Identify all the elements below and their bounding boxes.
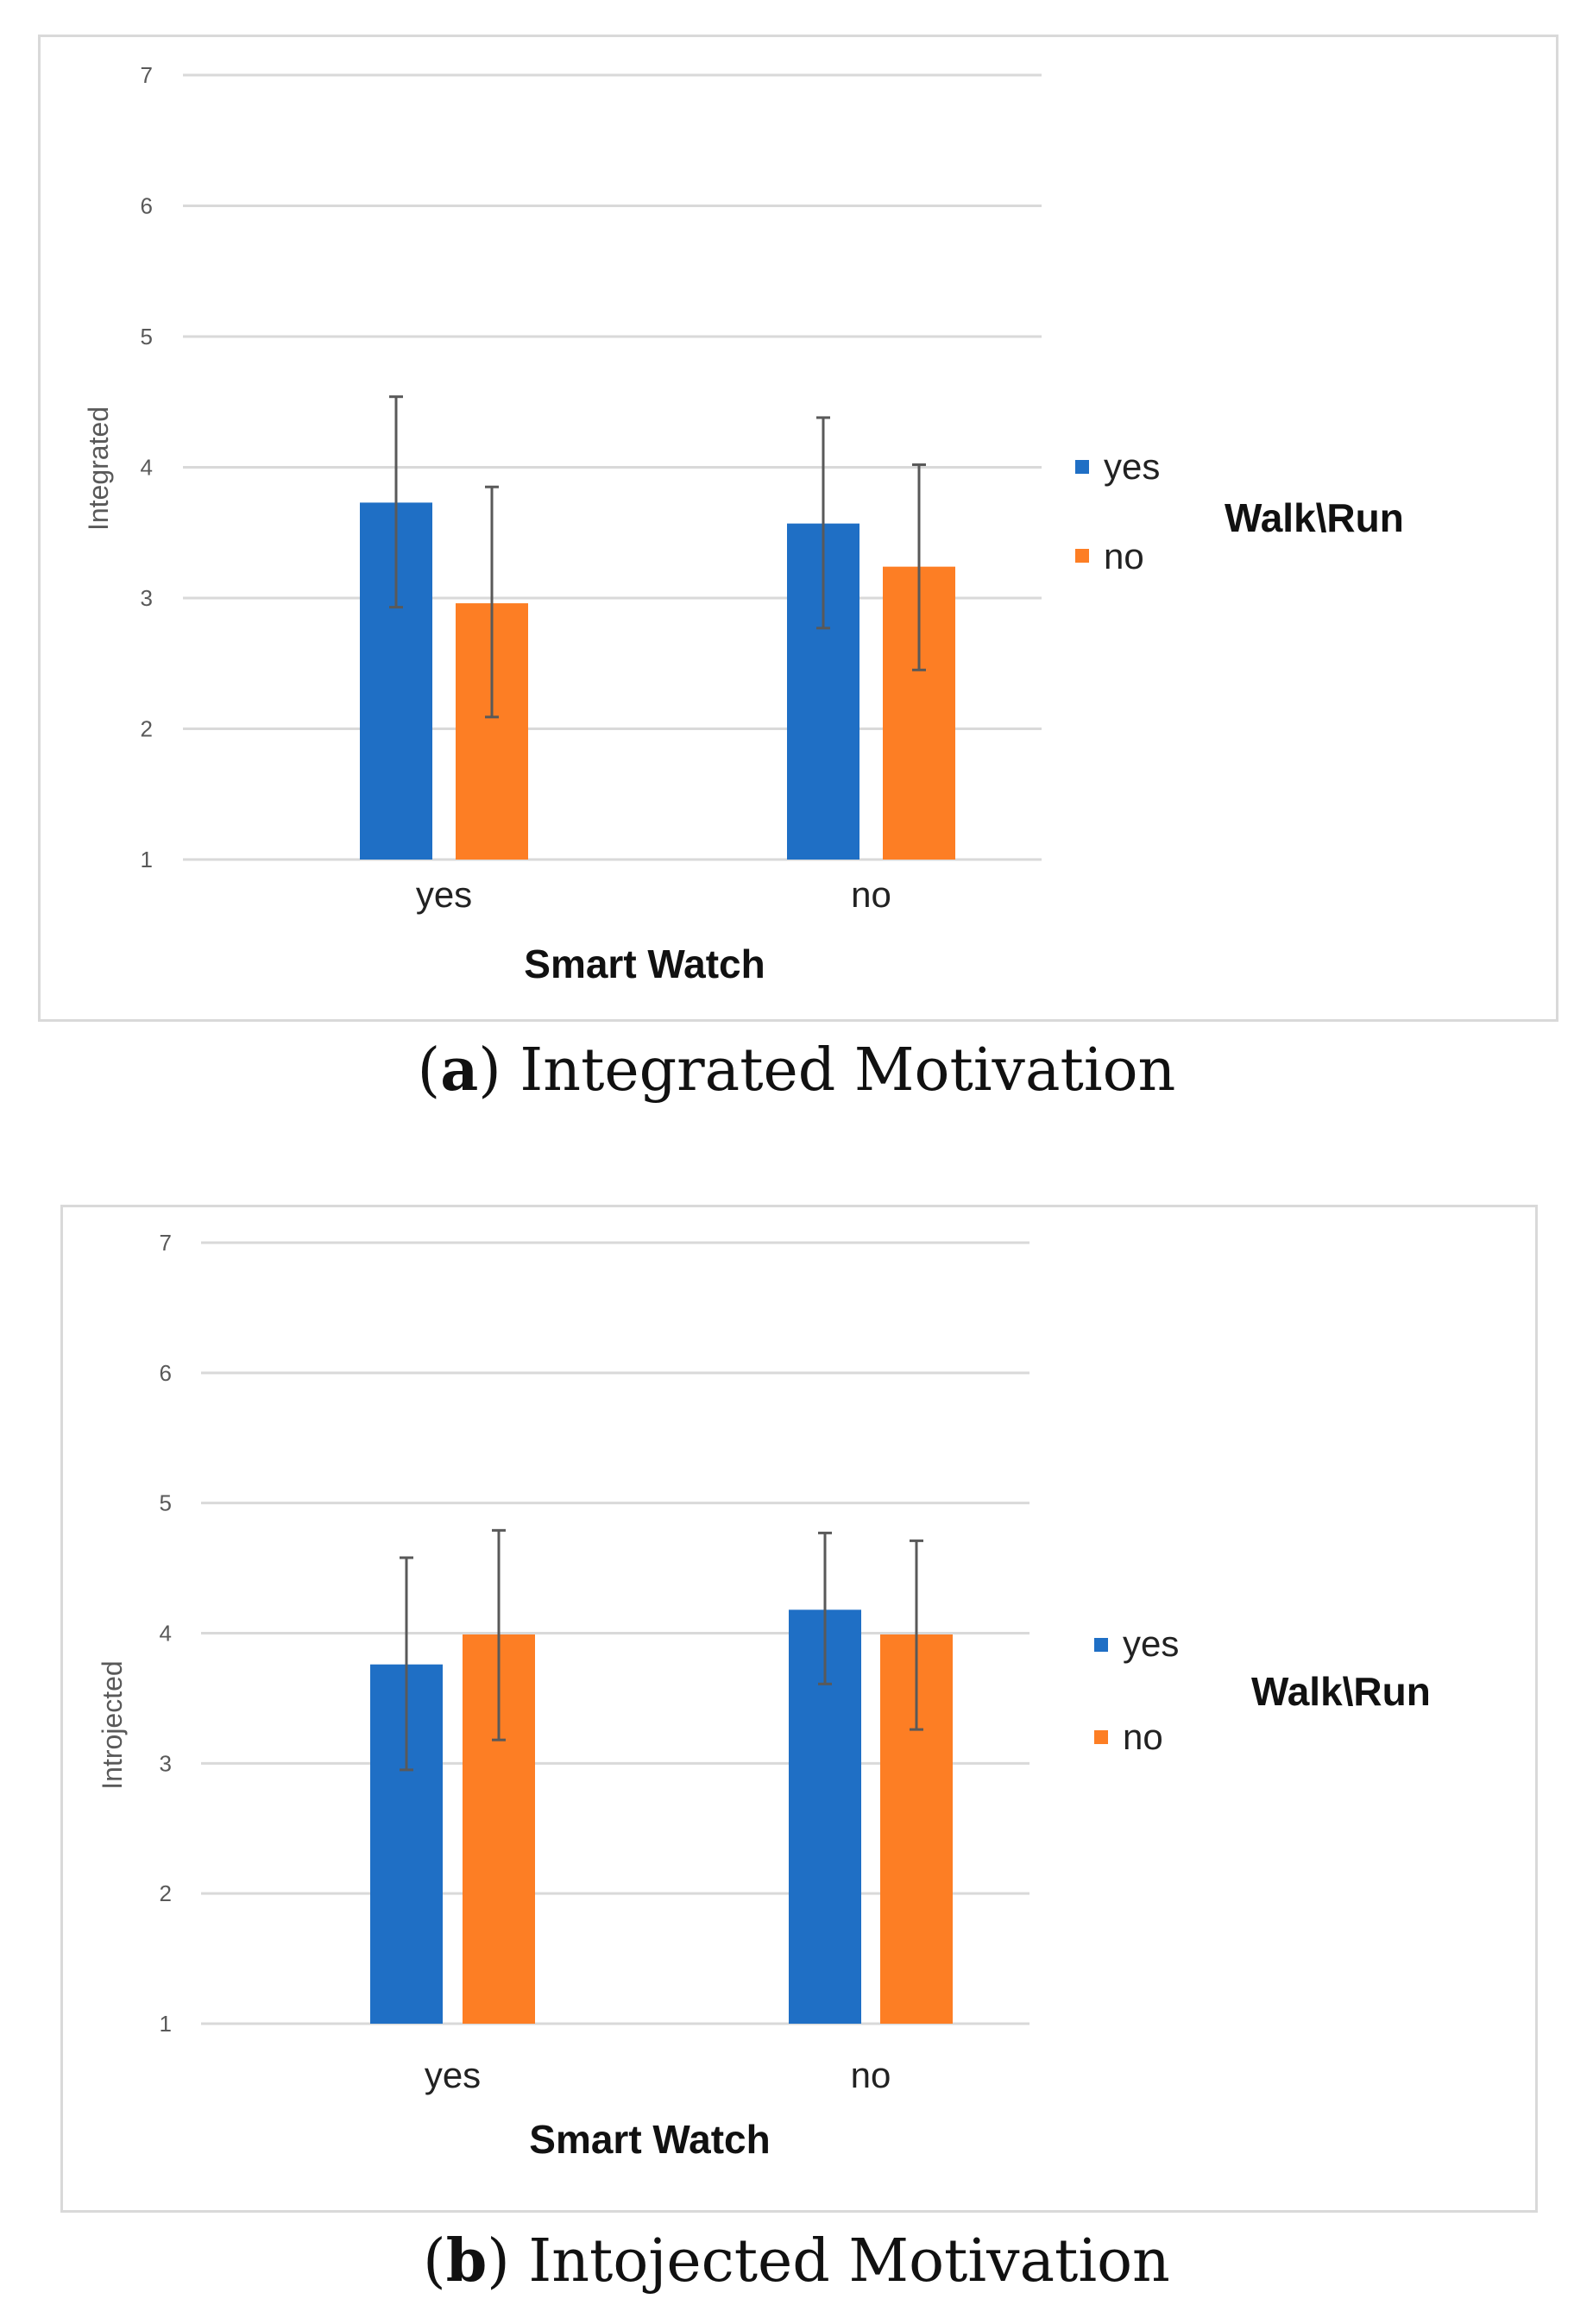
legend-label-yes: yes bbox=[1123, 1623, 1179, 1664]
error-bar-no-no bbox=[910, 1539, 923, 1731]
legend-title: Walk\Run bbox=[1225, 495, 1404, 540]
caption-a-text: Integrated Motivation bbox=[519, 1036, 1176, 1105]
y-tick-label: 6 bbox=[141, 193, 153, 219]
y-tick-label: 2 bbox=[141, 716, 153, 742]
error-bar-yes-yes bbox=[389, 395, 403, 609]
gridlines bbox=[201, 1241, 1029, 2025]
y-tick-label: 6 bbox=[160, 1360, 172, 1386]
error-bar-no-yes bbox=[816, 416, 830, 630]
legend-swatch-no bbox=[1094, 1730, 1108, 1744]
x-axis-label: Smart Watch bbox=[524, 942, 765, 986]
chart-b: 1 2 3 4 5 6 7 Introjected yes no Smart Watch yes no W… bbox=[97, 1230, 1431, 2162]
y-axis-label: Integrated bbox=[83, 406, 114, 531]
y-tick-label: 2 bbox=[160, 1880, 172, 1906]
error-bar-no-no bbox=[912, 463, 926, 671]
x-tick-label: no bbox=[851, 874, 891, 915]
error-bar-no-yes bbox=[818, 1531, 832, 1685]
y-tick-label: 4 bbox=[160, 1621, 172, 1647]
caption-b-text: Intojected Motivation bbox=[528, 2227, 1170, 2296]
y-tick-label: 4 bbox=[141, 455, 153, 481]
y-tick-label: 3 bbox=[160, 1750, 172, 1776]
caption-a: (a) Integrated Motivation bbox=[417, 1036, 1176, 1105]
y-tick-label: 1 bbox=[160, 2011, 172, 2037]
legend-swatch-no bbox=[1075, 549, 1089, 563]
error-bar-yes-yes bbox=[400, 1556, 413, 1772]
legend-label-no: no bbox=[1123, 1716, 1163, 1757]
x-tick-label: no bbox=[851, 2055, 891, 2095]
error-bar-yes-no bbox=[492, 1528, 506, 1741]
chart-panel-b: 1 2 3 4 5 6 7 Introjected yes no Smart Watch yes no W… bbox=[60, 1205, 1538, 2213]
caption-b-letter: b bbox=[445, 2226, 488, 2296]
caption-b: (b) Intojected Motivation bbox=[423, 2226, 1170, 2296]
y-tick-label: 5 bbox=[141, 324, 153, 350]
x-tick-label: yes bbox=[425, 2055, 481, 2095]
gridlines bbox=[183, 73, 1042, 861]
legend-label-no: no bbox=[1104, 536, 1144, 576]
y-tick-label: 7 bbox=[160, 1230, 172, 1256]
x-tick-label: yes bbox=[416, 874, 472, 915]
y-axis-label: Introjected bbox=[97, 1660, 128, 1789]
y-tick-label: 1 bbox=[141, 847, 153, 872]
chart-a: 1 2 3 4 5 6 7 Integrated yes no Smart Watch yes no Wa… bbox=[83, 62, 1404, 986]
x-axis-label: Smart Watch bbox=[529, 2117, 770, 2162]
legend-swatch-yes bbox=[1075, 460, 1089, 474]
error-bar-yes-no bbox=[485, 485, 499, 719]
y-tick-label: 7 bbox=[141, 62, 153, 88]
chart-panel-a: 1 2 3 4 5 6 7 Integrated yes no Smart Watch yes no Wa… bbox=[38, 35, 1558, 1022]
y-tick-label: 3 bbox=[141, 585, 153, 611]
legend-title: Walk\Run bbox=[1251, 1669, 1431, 1714]
y-tick-label: 5 bbox=[160, 1490, 172, 1516]
legend-swatch-yes bbox=[1094, 1638, 1108, 1652]
caption-a-letter: a bbox=[440, 1036, 479, 1105]
legend-label-yes: yes bbox=[1104, 446, 1160, 487]
